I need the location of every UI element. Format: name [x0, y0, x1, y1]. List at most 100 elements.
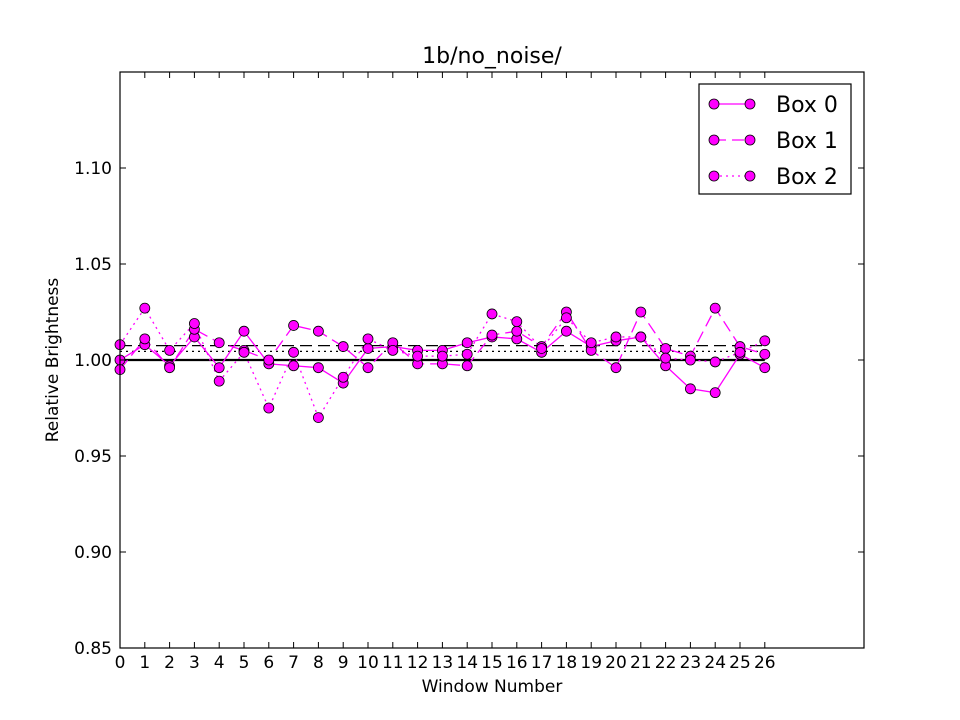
data-point-box-0 [238, 325, 250, 337]
legend-marker [708, 170, 720, 182]
legend-marker [708, 98, 720, 110]
data-point-box-2 [238, 346, 250, 358]
data-point-box-0 [213, 362, 225, 374]
data-point-box-2 [288, 346, 300, 358]
data-point-box-1 [635, 306, 647, 318]
data-point-box-2 [709, 356, 721, 368]
x-tick-label: 3 [189, 653, 200, 673]
x-tick-label: 23 [680, 653, 702, 673]
series-line-box-2 [119, 306, 766, 420]
x-tick-label: 2 [164, 653, 175, 673]
x-tick-label: 13 [432, 653, 454, 673]
x-tick-label: 10 [357, 653, 379, 673]
x-tick-label: 20 [605, 653, 627, 673]
data-point-box-2 [139, 302, 151, 314]
x-tick-label: 9 [338, 653, 349, 673]
y-tick-label: 1.00 [74, 351, 112, 371]
data-point-box-1 [362, 362, 374, 374]
x-tick-label: 26 [754, 653, 776, 673]
data-point-box-2 [362, 333, 374, 345]
x-tick-label: 11 [382, 653, 404, 673]
data-point-box-2 [188, 318, 200, 329]
data-point-box-1 [312, 325, 324, 337]
y-tick-label: 1.05 [74, 255, 112, 275]
y-tick-label: 1.10 [74, 159, 112, 179]
data-point-box-1 [486, 329, 498, 341]
legend-marker [708, 134, 720, 146]
x-tick-label: 5 [239, 653, 250, 673]
data-point-box-2 [337, 371, 349, 383]
x-tick-label: 7 [288, 653, 299, 673]
data-point-box-2 [585, 337, 597, 349]
data-point-box-0 [312, 362, 324, 374]
legend-label: Box 2 [776, 165, 838, 190]
y-tick-label: 0.95 [74, 447, 112, 467]
legend-label: Box 1 [776, 129, 838, 154]
data-point-box-1 [709, 302, 721, 314]
x-tick-label: 18 [556, 653, 578, 673]
x-tick-label: 4 [214, 653, 225, 673]
data-point-box-1 [337, 341, 349, 352]
data-point-box-1 [511, 325, 523, 337]
data-point-box-2 [561, 312, 572, 324]
data-point-box-2 [734, 346, 746, 358]
data-point-box-0 [561, 325, 572, 337]
legend-label: Box 0 [776, 93, 838, 118]
data-point-box-2 [461, 348, 473, 360]
x-tick-label: 24 [704, 653, 726, 673]
data-point-box-2 [164, 344, 176, 356]
x-tick-label: 12 [407, 653, 429, 673]
data-point-box-0 [685, 383, 696, 395]
data-point-box-2 [213, 375, 225, 387]
data-point-box-2 [635, 331, 647, 343]
data-point-box-2 [511, 316, 523, 328]
x-tick-label: 17 [531, 653, 553, 673]
data-point-box-2 [412, 350, 424, 362]
data-point-box-1 [660, 343, 671, 354]
data-point-box-1 [759, 348, 771, 360]
data-point-box-1 [461, 360, 473, 372]
data-point-box-2 [436, 350, 448, 362]
x-tick-label: 1 [139, 653, 150, 673]
legend: Box 0 Box 1 Box 2 [698, 83, 852, 195]
data-point-box-2 [660, 352, 671, 364]
x-axis-label: Window Number [422, 677, 563, 697]
x-tick-label: 8 [313, 653, 324, 673]
data-point-box-2 [685, 354, 696, 366]
data-point-box-1 [164, 362, 176, 374]
data-point-box-1 [610, 362, 622, 374]
data-point-box-2 [536, 343, 547, 354]
data-point-box-0 [362, 343, 374, 354]
legend-box [698, 83, 852, 195]
data-point-box-0 [288, 360, 300, 372]
y-axis-label: Relative Brightness [43, 278, 63, 443]
legend-marker [744, 134, 756, 146]
y-tick-label: 0.85 [74, 639, 112, 659]
x-tick-label: 25 [729, 653, 751, 673]
x-tick-label: 15 [481, 653, 503, 673]
chart-title: 1b/no_noise/ [422, 44, 562, 69]
x-tick-label: 14 [456, 653, 478, 673]
data-point-box-2 [486, 308, 498, 320]
x-tick-label: 19 [580, 653, 602, 673]
plot-area [114, 302, 771, 424]
data-point-box-1 [213, 337, 225, 349]
data-point-box-0 [759, 362, 771, 374]
data-point-box-2 [759, 335, 771, 347]
data-point-box-1 [288, 320, 300, 331]
legend-marker [744, 98, 756, 110]
data-point-box-2 [610, 331, 622, 343]
x-tick-label: 6 [263, 653, 274, 673]
data-point-box-2 [263, 402, 275, 414]
x-tick-label: 0 [115, 653, 126, 673]
data-point-box-2 [387, 344, 399, 356]
legend-marker [744, 170, 756, 182]
data-point-box-0 [461, 337, 473, 349]
x-tick-label: 22 [655, 653, 677, 673]
data-point-box-1 [139, 333, 151, 345]
x-tick-label: 16 [506, 653, 528, 673]
data-point-box-2 [312, 412, 324, 424]
data-point-box-0 [709, 387, 721, 399]
x-tick-label: 21 [630, 653, 652, 673]
